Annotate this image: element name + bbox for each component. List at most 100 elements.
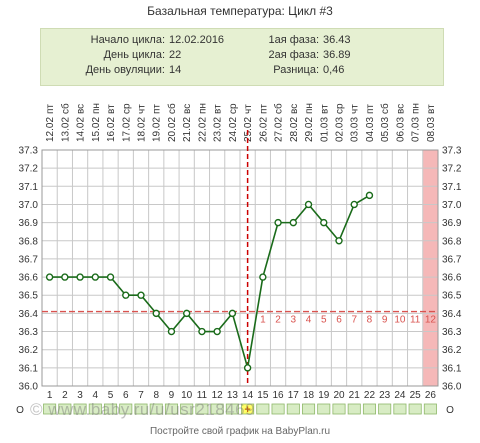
date-label: 07.03	[411, 117, 422, 142]
ovulation-day-label: День овуляции:	[85, 64, 165, 76]
y-tick-label-right: 37.1	[442, 182, 462, 193]
day-cell	[317, 403, 331, 415]
day-cell	[88, 403, 102, 415]
day-number-label: 21	[349, 390, 361, 401]
date-label: 28.02	[289, 117, 300, 142]
bottom-right-symbol: O	[446, 405, 454, 416]
day-cell	[134, 403, 148, 415]
temperature-point	[76, 273, 84, 281]
weekday-label: вт	[213, 104, 224, 114]
temperature-point	[152, 309, 160, 318]
day-number-label: 10	[181, 390, 193, 401]
weekday-label: вс	[289, 104, 300, 114]
luteal-day-label: 3	[291, 315, 297, 326]
luteal-day-label: 11	[410, 315, 421, 326]
cycle-start-value: 12.02.2016	[169, 34, 225, 46]
y-tick-label-right: 36.3	[442, 327, 462, 338]
day-cell	[149, 403, 163, 415]
day-cell	[58, 403, 72, 415]
day-cell	[210, 403, 224, 415]
day-cell	[195, 403, 209, 415]
day-number-label: 26	[425, 390, 437, 401]
temperature-point	[243, 364, 252, 372]
temperature-point	[122, 291, 130, 299]
phase1-label: 1ая фаза:	[268, 34, 319, 46]
day-cell	[119, 403, 133, 415]
y-tick-label-right: 37.0	[442, 200, 462, 211]
day-number-label: 11	[197, 390, 208, 401]
date-label: 17.02	[121, 117, 132, 142]
y-tick-label-left: 37.0	[19, 200, 39, 211]
day-cell	[180, 403, 194, 415]
temperature-point	[106, 273, 115, 281]
day-number-label: 12	[212, 390, 224, 401]
cycle-day-label: День цикла:	[103, 49, 165, 61]
date-label: 18.02	[137, 117, 148, 142]
date-label: 04.03	[365, 117, 376, 142]
phase2-label: 2ая фаза:	[268, 49, 319, 61]
day-number-label: 23	[379, 390, 391, 401]
day-number-label: 1	[47, 390, 53, 401]
temperature-point	[61, 273, 69, 281]
y-tick-label-right: 36.8	[442, 236, 462, 247]
day-cell	[332, 403, 346, 415]
date-label: 25.02	[243, 117, 254, 142]
date-label: 27.02	[274, 117, 285, 142]
date-label: 03.03	[350, 117, 361, 142]
y-tick-label-left: 37.1	[19, 182, 39, 193]
cycle-start-label: Начало цикла:	[90, 34, 165, 46]
day-number-label: 14	[242, 390, 254, 401]
y-tick-label-right: 37.2	[442, 164, 462, 175]
date-label: 01.03	[319, 117, 330, 142]
date-label: 19.02	[152, 117, 163, 142]
day-number-label: 25	[410, 390, 422, 401]
luteal-day-label: 8	[367, 315, 373, 326]
y-tick-label-right: 36.0	[442, 382, 462, 393]
phase1-value: 36.43	[323, 34, 351, 46]
weekday-label: пт	[152, 104, 163, 114]
date-label: 12.02	[45, 117, 56, 142]
day-number-label: 7	[138, 390, 144, 401]
day-number-label: 24	[394, 390, 406, 401]
day-cell	[104, 403, 118, 415]
y-tick-label-left: 37.2	[19, 164, 39, 175]
weekday-label: вт	[106, 104, 117, 114]
weekday-label: сб	[379, 103, 391, 114]
y-tick-label-left: 37.3	[19, 146, 39, 157]
weekday-label: сб	[59, 103, 71, 114]
day-cell	[43, 403, 57, 415]
day-cell	[302, 403, 316, 415]
date-label: 02.03	[335, 117, 346, 142]
temperature-point	[274, 218, 282, 227]
temperature-point	[350, 200, 358, 209]
weekday-label: пт	[365, 104, 376, 114]
temperature-point	[167, 327, 176, 336]
temperature-point	[335, 237, 343, 245]
weekday-label: пн	[411, 103, 422, 114]
chart-title: Базальная температура: Цикл #3	[147, 4, 333, 18]
day-cell	[362, 403, 376, 415]
temperature-point	[198, 327, 206, 336]
difference-label: Разница:	[273, 64, 319, 76]
weekday-label: ср	[121, 103, 132, 114]
day-cell	[393, 403, 407, 415]
weekday-label: вс	[182, 104, 193, 114]
day-cell	[271, 403, 285, 415]
y-tick-label-left: 36.8	[19, 236, 39, 247]
y-tick-label-right: 36.7	[442, 254, 462, 265]
y-tick-label-left: 36.9	[19, 218, 39, 229]
date-label: 06.03	[395, 117, 406, 142]
weekday-label: ср	[335, 103, 346, 114]
day-number-label: 20	[333, 390, 345, 401]
y-tick-label-right: 36.5	[442, 291, 462, 302]
y-tick-label-right: 36.6	[442, 273, 462, 284]
y-tick-label-left: 36.4	[19, 309, 39, 320]
luteal-day-label: 5	[321, 315, 327, 326]
day-number-label: 15	[257, 390, 269, 401]
date-label: 20.02	[167, 117, 178, 142]
temperature-point	[213, 327, 221, 336]
day-cell	[347, 403, 361, 415]
footer-link[interactable]: Постройте свой график на BabyPlan.ru	[149, 426, 331, 437]
day-number-label: 22	[364, 390, 376, 401]
